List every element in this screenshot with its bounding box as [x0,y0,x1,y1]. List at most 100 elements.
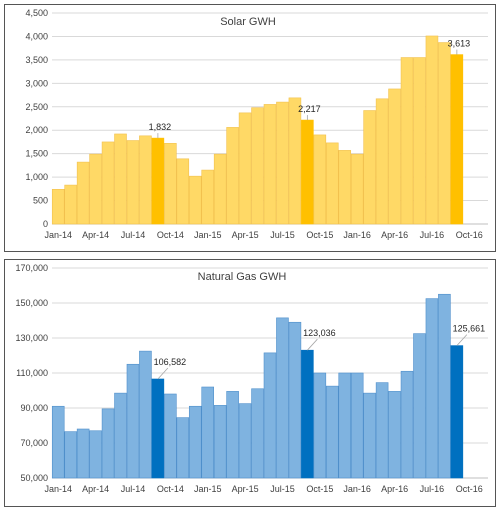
gas-x-tick-label: Jul-14 [121,484,146,494]
gas-bar [176,417,190,479]
solar-bar [176,158,190,225]
solar-bar [126,140,140,225]
solar-data-label: 1,832 [149,122,172,132]
gas-bar [251,388,264,479]
solar-y-tick-label: 1,000 [25,172,48,182]
solar-bar [388,88,401,225]
gas-x-tick-label: Jul-15 [270,484,295,494]
gas-bar [425,298,439,479]
solar-x-tick-label: Jul-16 [420,230,445,240]
solar-bar [288,97,302,225]
gas-bar [164,393,177,479]
gas-bar-highlight [301,349,314,479]
gas-x-tick-label: Jan-14 [44,484,72,494]
solar-x-tick-label: Jan-14 [44,230,72,240]
gas-bar [226,391,239,479]
solar-y-tick-label: 3,000 [25,78,48,88]
gas-x-tick-label: Jul-16 [420,484,445,494]
solar-bar [226,127,239,225]
solar-y-tick-label: 3,500 [25,55,48,65]
gas-y-tick-label: 110,000 [16,368,48,378]
gas-data-label-leader [157,367,169,380]
gas-x-tick-label: Oct-15 [306,484,333,494]
natural-gas-chart: Natural Gas GWH 50,000 70,000 90,000 110,000… [15,263,488,494]
solar-y-tick-label: 4,500 [25,8,48,18]
solar-bar [400,57,414,225]
gas-data-label-leader [456,334,468,346]
gas-bar [76,428,90,479]
gas-bar [126,363,140,479]
gas-y-tick-label: 130,000 [15,333,48,343]
solar-y-tick-label: 4,000 [25,31,48,41]
solar-x-tick-label: Apr-16 [381,230,408,240]
gas-x-tick-label: Oct-14 [157,484,184,494]
solar-bar-highlight [450,54,464,225]
solar-y-tick-label: 0 [43,219,48,229]
solar-bar [213,153,227,225]
gas-data-label-leader [307,338,318,351]
gas-chart-title: Natural Gas GWH [198,271,287,283]
gas-bar [375,382,389,479]
gas-bar [238,403,252,479]
solar-chart: Solar GWH 0 500 1,000 1,500 2,000 2,500 3,000 3,… [25,8,488,240]
solar-bar [276,101,289,225]
gas-bar [338,372,352,479]
solar-bar [139,135,152,225]
gas-bar [326,385,339,479]
solar-bar [413,57,426,225]
gas-x-tick-label: Apr-14 [82,484,109,494]
gas-bar-highlight [151,378,165,479]
solar-bar [313,134,327,225]
solar-bar [251,107,264,225]
gas-bar [400,370,414,479]
gas-bar [413,333,426,479]
solar-bar-highlight [151,137,165,225]
gas-bar [89,430,102,479]
solar-x-tick-label: Apr-15 [232,230,259,240]
solar-x-tick-label: Oct-14 [157,230,184,240]
solar-data-label: 2,217 [298,104,321,114]
solar-bar [101,141,115,225]
solar-bar [51,189,65,225]
gas-bar-highlight [450,345,464,479]
solar-x-tick-label: Oct-16 [456,230,483,240]
solar-bar [188,175,202,225]
solar-bar-highlight [301,119,314,225]
gas-y-tick-label: 170,000 [15,263,48,273]
gas-bar [114,392,127,479]
solar-x-tick-label: Jul-14 [121,230,146,240]
solar-bar [238,112,252,225]
gas-bar [139,350,152,479]
gas-data-label: 125,661 [453,324,486,334]
gas-bar [188,405,202,479]
natural-gas-chart-panel: Natural Gas GWH 50,000 70,000 90,000 110,000… [4,259,496,507]
gas-bar [213,405,227,479]
gas-data-label: 106,582 [154,357,187,367]
gas-bar [350,372,364,479]
gas-data-label: 123,036 [303,328,336,338]
gas-bar [64,431,77,479]
solar-bar [201,169,214,225]
gas-bar [201,386,214,479]
solar-y-tick-label: 500 [33,196,48,206]
gas-bar [101,408,115,479]
gas-x-tick-label: Jan-15 [194,484,222,494]
gas-bar [438,293,451,479]
gas-x-tick-label: Oct-16 [456,484,483,494]
solar-x-tick-label: Oct-15 [306,230,333,240]
solar-x-tick-label: Jan-15 [194,230,222,240]
gas-y-tick-label: 70,000 [20,438,48,448]
solar-bar [350,153,364,225]
solar-bar [425,35,439,225]
gas-bar [276,317,289,479]
solar-bar [363,110,376,225]
solar-y-tick-label: 1,500 [25,149,48,159]
solar-bar [89,153,102,225]
gas-bar [388,391,401,479]
gas-x-tick-label: Apr-16 [381,484,408,494]
solar-bar [76,161,90,225]
gas-bar [363,392,376,479]
gas-bar [288,321,302,479]
solar-y-tick-label: 2,000 [25,125,48,135]
solar-bar [114,133,127,225]
